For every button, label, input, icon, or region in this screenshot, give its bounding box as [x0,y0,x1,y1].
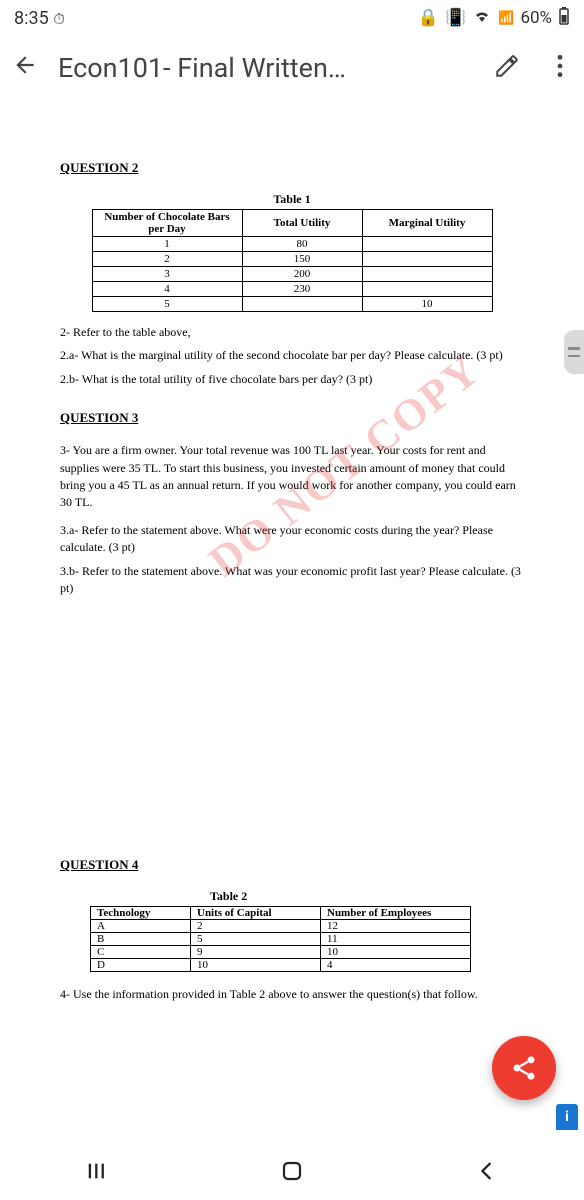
table2: Technology Units of Capital Number of Em… [90,906,471,972]
t1-h0: Number of Chocolate Bars per Day [92,210,242,237]
t1-h1: Total Utility [242,210,362,237]
q2-a: 2.a- What is the marginal utility of the… [60,347,524,364]
q2-intro: 2- Refer to the table above, [60,324,524,341]
table-row: 4230 [92,282,492,297]
app-bar: Econ101- Final Written… [0,36,584,100]
status-time: 8:35 ⏱ [14,8,65,29]
page-title: Econ101- Final Written… [58,52,466,84]
info-icon: i [565,1109,569,1125]
q4-footer: 4- Use the information provided in Table… [60,986,524,1003]
wifi-icon [472,8,492,29]
table-row: C910 [91,946,471,959]
q2-b: 2.b- What is the total utility of five c… [60,371,524,388]
edit-button[interactable] [486,53,528,83]
q3-a: 3.a- Refer to the statement above. What … [60,522,524,557]
table-row: 3200 [92,267,492,282]
lock-icon: 🔒 [418,8,439,28]
q2-heading: QUESTION 2 [60,160,524,176]
alarm-icon: ⏱ [53,10,65,28]
battery-percent: 60% [520,8,552,28]
table-row: A212 [91,920,471,933]
table2-caption: Table 2 [90,889,524,904]
more-button[interactable] [548,53,572,83]
status-right: 🔒 📳 📶 60% [418,7,570,30]
q3-b: 3.b- Refer to the statement above. What … [60,563,524,598]
table1: Number of Chocolate Bars per Day Total U… [92,209,493,312]
share-icon [510,1054,538,1082]
t1-h2: Marginal Utility [362,210,492,237]
document-viewer[interactable]: DO NOT COPY QUESTION 2 Table 1 Number of… [0,100,584,1004]
table-row: 180 [92,237,492,252]
status-bar: 8:35 ⏱ 🔒 📳 📶 60% [0,0,584,36]
home-button[interactable] [278,1157,306,1185]
table-row: 2150 [92,252,492,267]
t2-h2: Number of Employees [321,907,471,920]
q3-heading: QUESTION 3 [60,410,524,426]
q3-intro: 3- You are a firm owner. Your total reve… [60,442,524,512]
nav-back-button[interactable] [473,1157,501,1185]
recents-button[interactable] [83,1157,111,1185]
table1-caption: Table 1 [60,192,524,207]
info-badge[interactable]: i [556,1104,578,1130]
back-button[interactable] [12,51,38,86]
side-handle[interactable] [564,330,584,374]
battery-icon [558,7,570,30]
signal-icon: 📶 [498,11,514,26]
q4-heading: QUESTION 4 [60,857,524,873]
system-nav-bar [0,1142,584,1200]
share-fab[interactable] [492,1036,556,1100]
table-row: B511 [91,933,471,946]
vibrate-icon: 📳 [445,8,466,28]
table-row: 510 [92,297,492,312]
t2-h0: Technology [91,907,191,920]
table-row: D104 [91,959,471,972]
t2-h1: Units of Capital [191,907,321,920]
